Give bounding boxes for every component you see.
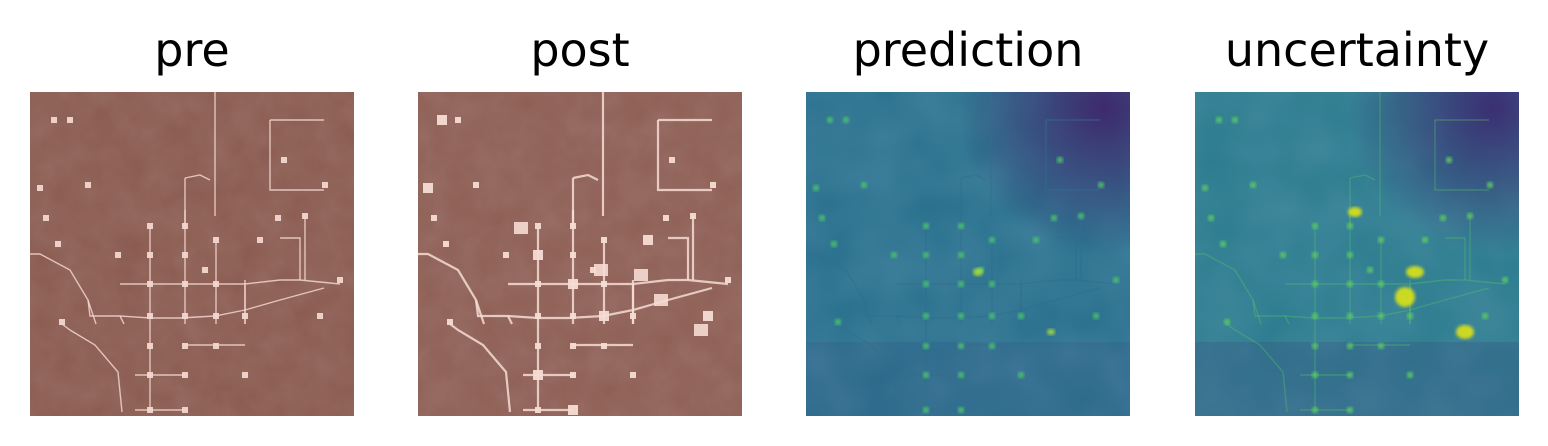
- panel-prediction: prediction: [806, 0, 1130, 446]
- pre-satellite-image: [30, 92, 354, 416]
- panel-title-pre: pre: [154, 23, 230, 77]
- post-satellite-image: [418, 92, 742, 416]
- panel-pre: pre: [30, 0, 354, 446]
- panel-title-post: post: [530, 23, 630, 77]
- uncertainty-heatmap-image: [1195, 92, 1519, 416]
- panel-title-prediction: prediction: [852, 23, 1084, 77]
- panel-post: post: [418, 0, 742, 446]
- panel-title-uncertainty: uncertainty: [1224, 23, 1490, 77]
- panel-uncertainty: uncertainty: [1195, 0, 1519, 446]
- prediction-heatmap-image: [806, 92, 1130, 416]
